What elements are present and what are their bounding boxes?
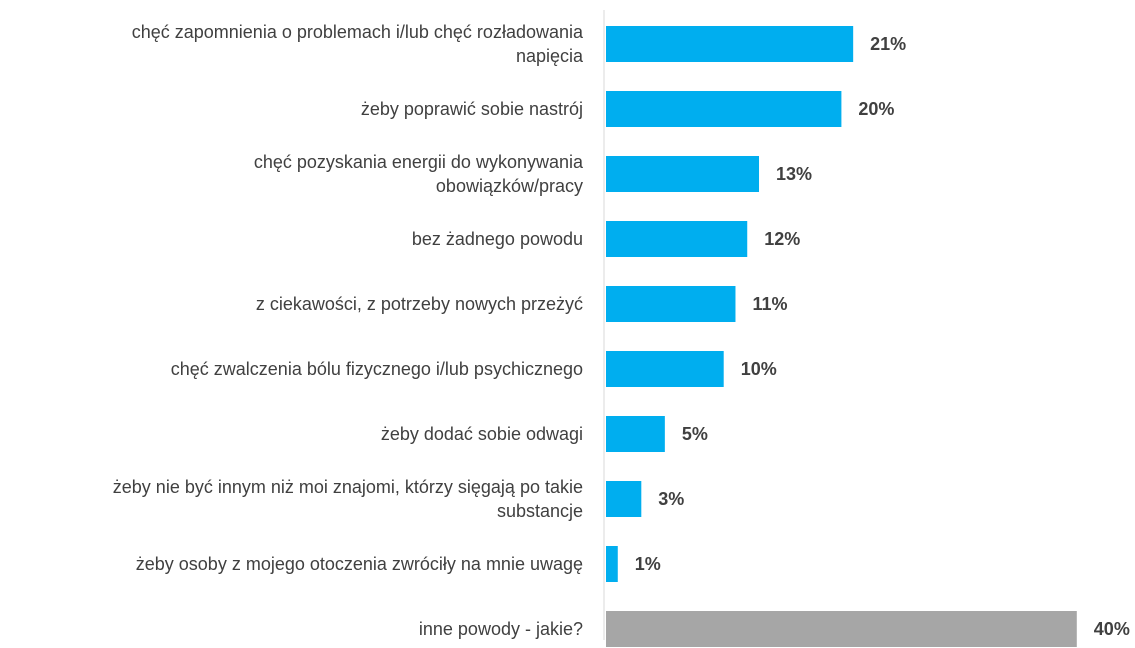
- category-label-line: napięcia: [516, 46, 584, 66]
- data-label: 13%: [776, 164, 812, 184]
- category-label-line: inne powody - jakie?: [419, 619, 583, 639]
- data-label: 20%: [858, 99, 894, 119]
- data-label: 12%: [764, 229, 800, 249]
- category-label: chęć pozyskania energii do wykonywania ob…: [254, 152, 584, 196]
- data-label: 1%: [635, 554, 661, 574]
- bar: [606, 91, 841, 127]
- category-label: bez żadnego powodu: [412, 229, 583, 249]
- category-label-line: bez żadnego powodu: [412, 229, 583, 249]
- category-label: żeby nie być innym niż moi znajomi, któr…: [113, 477, 583, 521]
- category-label-line: chęć pozyskania energii do wykonywania: [254, 152, 584, 172]
- category-label: żeby poprawić sobie nastrój: [361, 99, 583, 119]
- category-label-line: żeby nie być innym niż moi znajomi, któr…: [113, 477, 583, 497]
- bar: [606, 481, 641, 517]
- data-label: 40%: [1094, 619, 1130, 639]
- bar: [606, 611, 1077, 647]
- category-label-line: żeby osoby z mojego otoczenia zwróciły n…: [136, 554, 583, 574]
- category-label-line: obowiązków/pracy: [436, 176, 583, 196]
- data-label: 10%: [741, 359, 777, 379]
- data-label: 5%: [682, 424, 708, 444]
- data-label: 3%: [658, 489, 684, 509]
- data-label: 21%: [870, 34, 906, 54]
- category-label-line: substancje: [497, 501, 583, 521]
- bar: [606, 221, 747, 257]
- bar: [606, 26, 853, 62]
- bar: [606, 156, 759, 192]
- category-label-line: żeby dodać sobie odwagi: [381, 424, 583, 444]
- category-label: z ciekawości, z potrzeby nowych przeżyć: [256, 294, 583, 314]
- data-label: 11%: [752, 294, 787, 314]
- category-label-line: chęć zapomnienia o problemach i/lub chęć…: [132, 22, 584, 42]
- category-label-line: żeby poprawić sobie nastrój: [361, 99, 583, 119]
- bar: [606, 546, 618, 582]
- category-label: chęć zwalczenia bólu fizycznego i/lub ps…: [171, 359, 583, 379]
- category-label-line: chęć zwalczenia bólu fizycznego i/lub ps…: [171, 359, 583, 379]
- category-label: chęć zapomnienia o problemach i/lub chęć…: [132, 22, 584, 66]
- bar: [606, 351, 724, 387]
- category-label: żeby osoby z mojego otoczenia zwróciły n…: [136, 554, 583, 574]
- bar: [606, 286, 735, 322]
- category-label: inne powody - jakie?: [419, 619, 583, 639]
- category-label-line: z ciekawości, z potrzeby nowych przeżyć: [256, 294, 583, 314]
- category-label: żeby dodać sobie odwagi: [381, 424, 583, 444]
- bar: [606, 416, 665, 452]
